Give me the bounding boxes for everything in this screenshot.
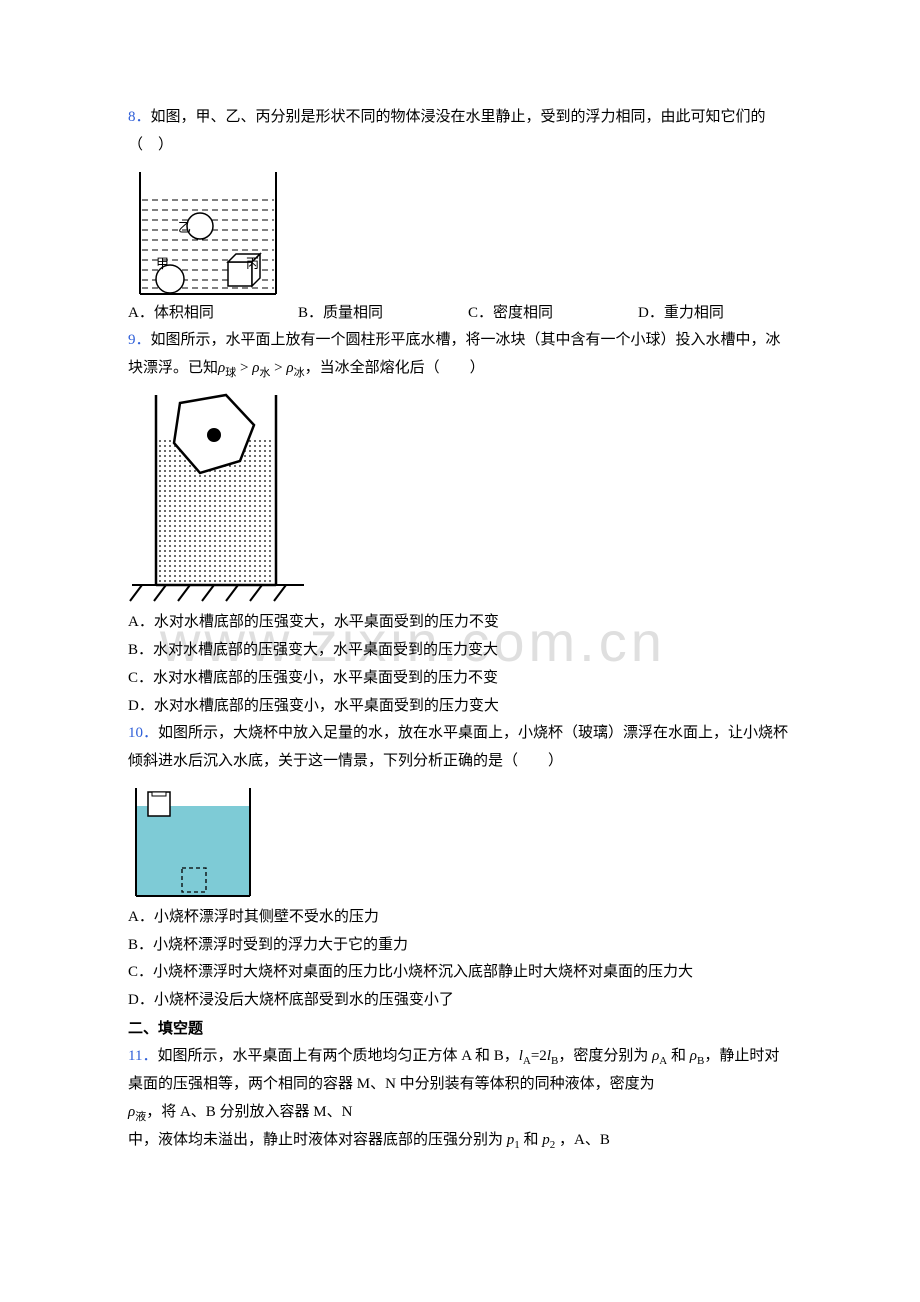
q11-stem-h: ，A、B xyxy=(559,1132,610,1148)
section-2-title: 二、填空题 xyxy=(128,1015,792,1043)
q11-p2: p xyxy=(542,1132,550,1148)
svg-text:丙: 丙 xyxy=(246,256,259,271)
q8-choices: A．体积相同 B．质量相同 C．密度相同 D．重力相同 xyxy=(128,300,792,328)
q8-stem: 如图，甲、乙、丙分别是形状不同的物体浸没在水里静止，受到的浮力相同，由此可知它们… xyxy=(128,109,766,153)
q8-figure: 乙 甲 丙 xyxy=(128,166,792,298)
q9-rho-sub1: 球 xyxy=(225,367,236,379)
q8-choice-b: B．质量相同 xyxy=(298,300,468,328)
q11-number: 11． xyxy=(128,1048,157,1064)
q9-number: 9． xyxy=(128,332,151,348)
q10-number: 10． xyxy=(128,725,158,741)
q10-choice-b: B．小烧杯漂浮时受到的浮力大于它的重力 xyxy=(128,932,792,960)
q9-choice-c: C．水对水槽底部的压强变小，水平桌面受到的压力不变 xyxy=(128,665,792,693)
q10-choice-d: D．小烧杯浸没后大烧杯底部受到水的压强变小了 xyxy=(128,987,792,1015)
q10: 10．如图所示，大烧杯中放入足量的水，放在水平桌面上，小烧杯（玻璃）漂浮在水面上… xyxy=(128,720,792,776)
q9-stem-b: ，当冰全部熔化后（ ） xyxy=(305,360,485,376)
q11-stem-a: 如图所示，水平桌面上有两个质地均匀正方体 A 和 B， xyxy=(157,1048,518,1064)
q9-choice-a: A．水对水槽底部的压强变大，水平桌面受到的压力不变 xyxy=(128,609,792,637)
svg-text:乙: 乙 xyxy=(178,220,191,235)
q10-choice-a: A．小烧杯漂浮时其侧壁不受水的压力 xyxy=(128,904,792,932)
content: 8．如图，甲、乙、丙分别是形状不同的物体浸没在水里静止，受到的浮力相同，由此可知… xyxy=(128,104,792,1155)
q11-rhoB: ρ xyxy=(690,1048,697,1064)
q11: 11．如图所示，水平桌面上有两个质地均匀正方体 A 和 B，lA=2lB，密度分… xyxy=(128,1043,792,1099)
q10-choice-c: C．小烧杯漂浮时大烧杯对桌面的压力比小烧杯沉入底部静止时大烧杯对桌面的压力大 xyxy=(128,959,792,987)
q11-line3: 中，液体均未溢出，静止时液体对容器底部的压强分别为 p1 和 p2 ，A、B xyxy=(128,1127,792,1155)
q8-number: 8． xyxy=(128,109,151,125)
q10-figure xyxy=(128,782,792,902)
q9-rho-sub2: 水 xyxy=(259,367,270,379)
q8-choice-c: C．密度相同 xyxy=(468,300,638,328)
q11-line2: ρ液，将 A、B 分别放入容器 M、N xyxy=(128,1099,792,1127)
svg-text:甲: 甲 xyxy=(156,256,169,271)
q10-stem: 如图所示，大烧杯中放入足量的水，放在水平桌面上，小烧杯（玻璃）漂浮在水面上，让小… xyxy=(128,725,788,769)
q9-choice-b: B．水对水槽底部的压强变大，水平桌面受到的压力变大 xyxy=(128,637,792,665)
q11-stem-f: 中，液体均未溢出，静止时液体对容器底部的压强分别为 xyxy=(128,1132,503,1148)
q9: 9．如图所示，水平面上放有一个圆柱形平底水槽，将一冰块（其中含有一个小球）投入水… xyxy=(128,327,792,383)
q11-stem-b: ，密度分别为 xyxy=(558,1048,652,1064)
q8-choice-a: A．体积相同 xyxy=(128,300,298,328)
q11-stem-e: ，将 A、B 分别放入容器 M、N xyxy=(146,1104,352,1120)
q9-rho-sub3: 冰 xyxy=(294,367,305,379)
q9-figure xyxy=(128,389,792,607)
q9-choice-d: D．水对水槽底部的压强变小，水平桌面受到的压力变大 xyxy=(128,693,792,721)
q11-stem-c: 和 xyxy=(667,1048,690,1064)
q8-choice-d: D．重力相同 xyxy=(638,300,724,328)
q11-stem-g: 和 xyxy=(524,1132,539,1148)
q9-rho3: ρ xyxy=(286,360,293,376)
q8: 8．如图，甲、乙、丙分别是形状不同的物体浸没在水里静止，受到的浮力相同，由此可知… xyxy=(128,104,792,160)
